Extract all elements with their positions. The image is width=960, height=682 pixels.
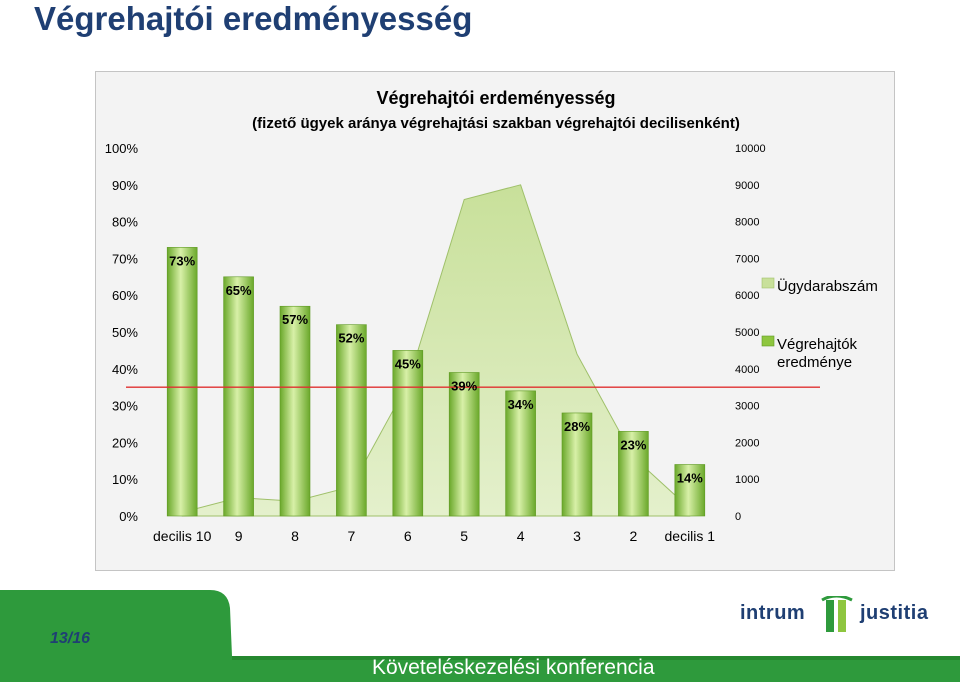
right-axis-tick-label: 0 [735, 511, 741, 523]
bar [561, 412, 593, 517]
conference-name: Követeléskezelési konferencia [372, 656, 655, 679]
category-label: decilis 10 [153, 528, 212, 544]
data-label: 39% [451, 378, 477, 393]
bar [505, 390, 536, 517]
data-label: 23% [620, 437, 646, 452]
right-axis-tick-label: 6000 [735, 290, 759, 302]
category-label: 8 [291, 528, 299, 544]
category-label: 2 [630, 528, 638, 544]
bar [336, 324, 367, 517]
legend-label-vegrehajtok-eredmenye: Végrehajtók eredménye [777, 336, 858, 371]
right-axis-tick-label: 8000 [735, 217, 759, 229]
left-axis-tick-label: 70% [112, 251, 138, 266]
page-number: 13/16 [50, 630, 91, 647]
chart-subtitle: (fizető ügyek aránya végrehajtási szakba… [252, 115, 740, 132]
data-label: 34% [508, 397, 534, 412]
chart: Végrehajtói erdeményesség (fizető ügyek … [105, 88, 878, 544]
left-axis-tick-label: 90% [112, 178, 138, 193]
category-label: 9 [235, 528, 243, 544]
data-label: 57% [282, 312, 308, 327]
right-axis-tick-label: 2000 [735, 437, 759, 449]
left-axis-tick-label: 40% [112, 362, 138, 377]
footer [0, 590, 960, 682]
bar [279, 305, 311, 517]
category-label: 3 [573, 528, 581, 544]
bar [223, 276, 254, 517]
category-label: 5 [460, 528, 468, 544]
left-axis-tick-label: 0% [119, 509, 138, 524]
left-axis-tick-label: 10% [112, 472, 138, 487]
right-axis-tick-label: 3000 [735, 401, 759, 413]
data-label: 52% [338, 331, 364, 346]
right-axis-tick-label: 1000 [735, 474, 759, 486]
data-label: 14% [677, 470, 703, 485]
data-label: 28% [564, 419, 590, 434]
left-axis-tick-label: 60% [112, 288, 138, 303]
left-axis-tick-label: 50% [112, 325, 138, 340]
right-axis-tick-label: 9000 [735, 180, 759, 192]
chart-frame: Végrehajtói erdeményesség (fizető ügyek … [95, 71, 895, 571]
data-label: 73% [169, 253, 195, 268]
right-axis-tick-label: 5000 [735, 327, 759, 339]
left-axis-tick-label: 30% [112, 399, 138, 414]
right-axis-tick-label: 10000 [735, 143, 766, 155]
right-axis-tick-label: 4000 [735, 364, 759, 376]
logo-mark-icon [821, 596, 853, 632]
area-series-ugydarabszam [181, 184, 691, 517]
left-axis-tick-label: 100% [105, 141, 139, 156]
left-axis-tick-label: 20% [112, 435, 138, 450]
legend-swatch-bar [761, 335, 775, 347]
company-logo: intrum justitia [740, 596, 940, 636]
legend-label-ugydarabszam: Ügydarabszám [777, 277, 878, 295]
footer-green-bar [232, 656, 960, 660]
slide-title: Végrehajtói eredményesség [34, 0, 473, 37]
category-label: 7 [348, 528, 356, 544]
bar [674, 464, 706, 517]
category-label: 6 [404, 528, 412, 544]
bar [392, 350, 424, 517]
data-label: 45% [395, 356, 421, 371]
category-label: decilis 1 [665, 528, 716, 544]
logo-word-right: justitia [860, 602, 929, 624]
legend-swatch-area [761, 277, 775, 289]
data-label: 65% [226, 283, 252, 298]
category-label: 4 [517, 528, 525, 544]
left-axis-tick-label: 80% [112, 215, 138, 230]
bar [618, 431, 649, 517]
chart-title: Végrehajtói erdeményesség [376, 88, 615, 108]
bar [166, 247, 198, 517]
right-axis-tick-label: 7000 [735, 253, 759, 265]
bar [448, 372, 480, 517]
logo-word-left: intrum [740, 602, 806, 624]
